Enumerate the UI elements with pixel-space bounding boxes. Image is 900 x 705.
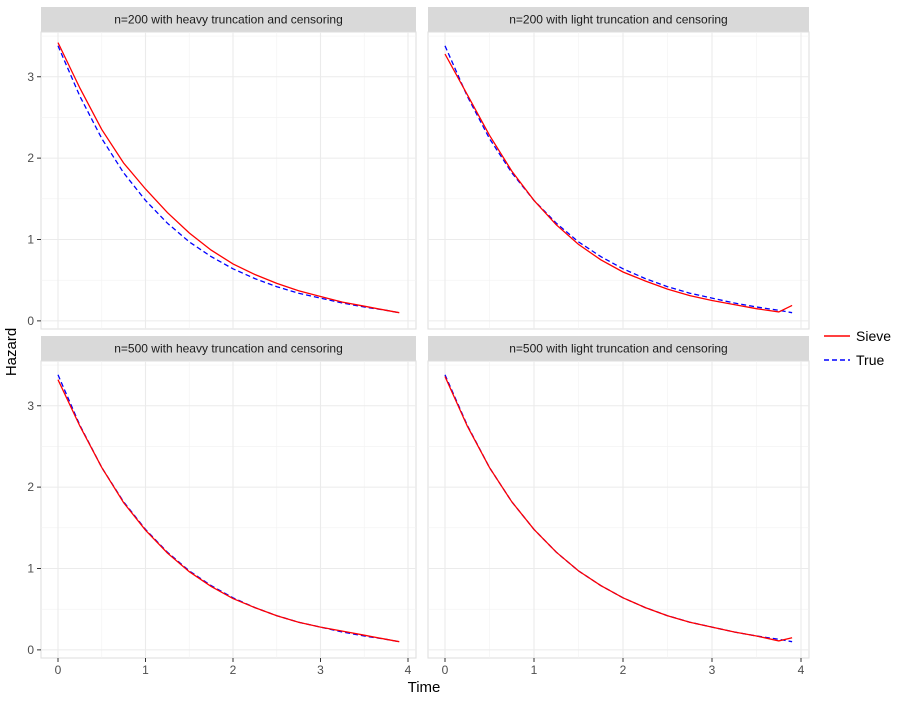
x-tick-label: 4 — [798, 663, 805, 677]
facet-title: n=200 with light truncation and censorin… — [509, 13, 727, 27]
panel-background — [427, 360, 810, 659]
series-line-true — [444, 45, 793, 314]
x-axis-title: Time — [408, 679, 441, 696]
facet-title: n=500 with heavy truncation and censorin… — [114, 342, 343, 356]
x-tick-label: 1 — [142, 663, 149, 677]
y-tick-label: 3 — [27, 399, 34, 413]
y-tick-label: 1 — [27, 561, 34, 575]
panel-background — [427, 31, 810, 330]
y-tick-label: 3 — [27, 70, 34, 84]
series-line-sieve — [444, 53, 793, 313]
legend-label-sieve: Sieve — [856, 328, 891, 344]
facet-strip — [41, 7, 416, 32]
facet-strip — [428, 336, 809, 361]
panel-background — [40, 31, 417, 330]
x-tick-label: 2 — [620, 663, 627, 677]
legend-label-true: True — [856, 352, 884, 368]
x-tick-label: 4 — [405, 663, 412, 677]
x-tick-label: 0 — [55, 663, 62, 677]
series-line-true — [57, 45, 400, 314]
series-line-sieve — [57, 42, 400, 314]
y-tick-label: 1 — [27, 232, 34, 246]
x-tick-label: 3 — [709, 663, 716, 677]
x-tick-label: 1 — [531, 663, 538, 677]
x-tick-label: 2 — [230, 663, 237, 677]
facet-strip — [428, 7, 809, 32]
panel-background — [40, 360, 417, 659]
facet-title: n=500 with light truncation and censorin… — [509, 342, 727, 356]
y-axis-title: Hazard — [3, 328, 20, 376]
x-tick-label: 3 — [317, 663, 324, 677]
y-tick-label: 2 — [27, 480, 34, 494]
facet-strip — [41, 336, 416, 361]
x-tick-label: 0 — [442, 663, 449, 677]
y-tick-label: 0 — [27, 643, 34, 657]
facet-title: n=200 with heavy truncation and censorin… — [114, 13, 343, 27]
series-line-sieve — [57, 379, 400, 643]
y-tick-label: 2 — [27, 151, 34, 165]
series-line-sieve — [444, 376, 793, 642]
y-tick-label: 0 — [27, 314, 34, 328]
